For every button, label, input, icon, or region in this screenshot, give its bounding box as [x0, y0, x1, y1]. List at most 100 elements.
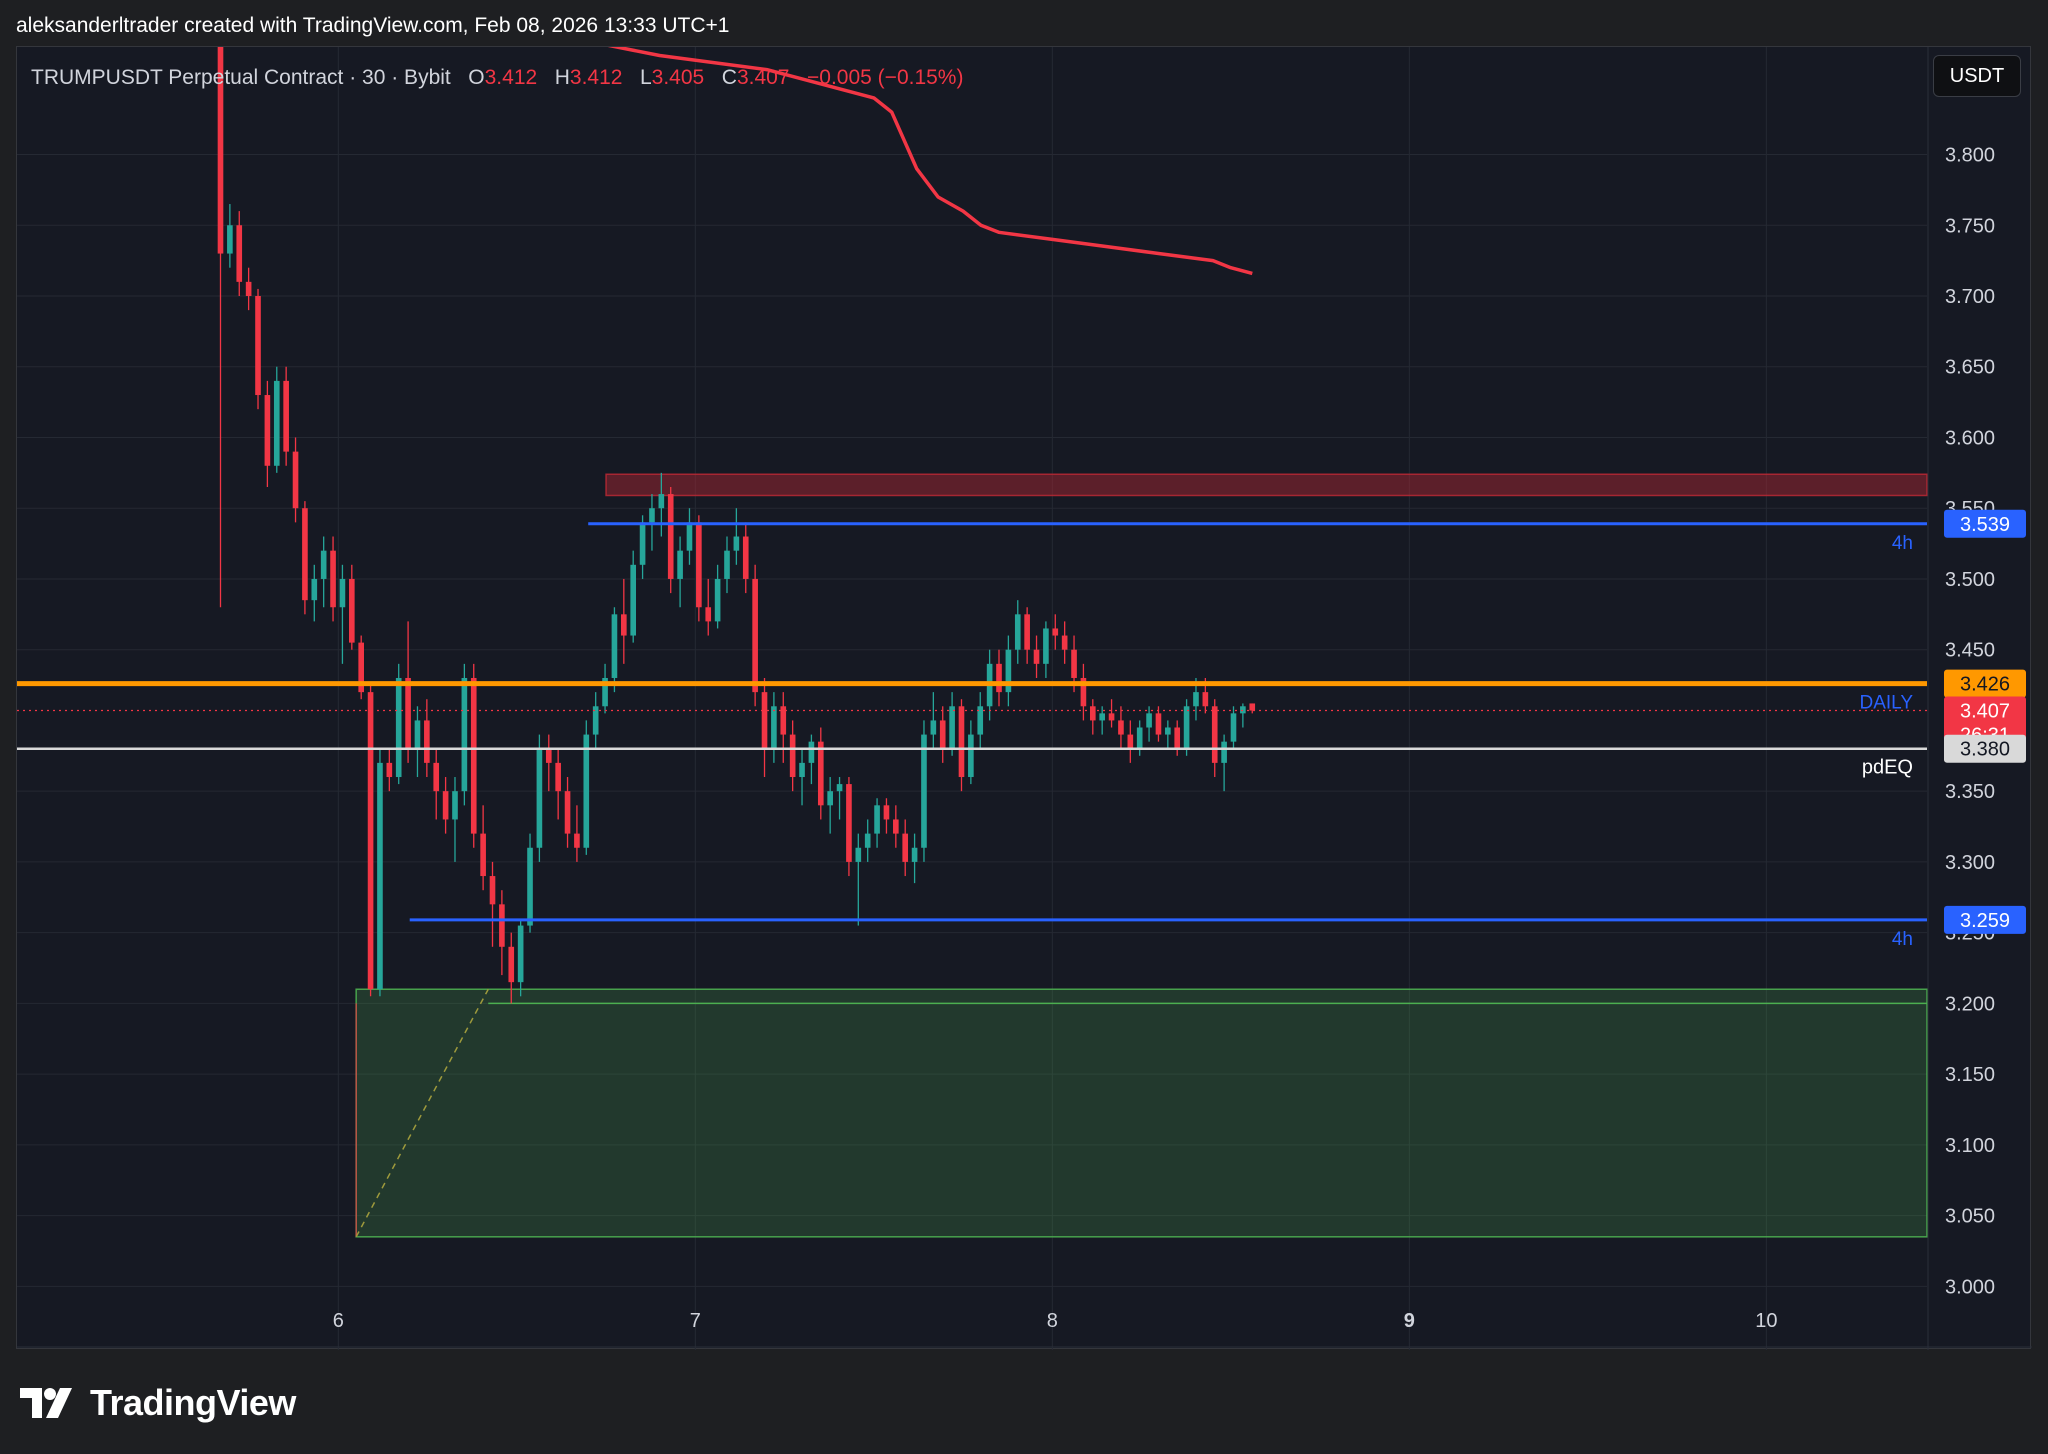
candle-body — [977, 706, 984, 735]
candle-body — [658, 494, 665, 509]
candle-body — [789, 734, 796, 778]
candle-body — [639, 522, 646, 565]
price-tick-label: 3.700 — [1945, 286, 1995, 308]
candle-body — [836, 784, 843, 792]
candle-body — [855, 847, 862, 862]
candle-body — [320, 550, 327, 579]
tradingview-logo-icon — [20, 1388, 72, 1418]
candle-body — [921, 734, 927, 848]
4h-upper-price-badge — [1944, 509, 2026, 538]
candle-body — [667, 494, 674, 579]
price-tick-label: 3.150 — [1945, 1064, 1995, 1086]
candle-body — [1071, 649, 1077, 678]
pdeq-price-badge — [1944, 734, 2026, 763]
candle-body — [517, 925, 524, 983]
candle-body — [1183, 706, 1190, 749]
candle-body — [761, 692, 768, 749]
candle-body — [1193, 692, 1199, 707]
currency-button[interactable]: USDT — [1933, 55, 2021, 97]
candle-body — [1136, 727, 1143, 749]
candle-body — [686, 522, 693, 551]
candle-body — [414, 720, 421, 749]
price-chart[interactable]: DAILY pdEQ 4h 4h 3.800 3.750 3.700 3.650 3.600 3.… — [17, 47, 2032, 1350]
chart-frame[interactable]: DAILY pdEQ 4h 4h 3.800 3.750 3.700 3.650 3.600 3.… — [16, 46, 2032, 1350]
candle-body — [592, 706, 599, 735]
candle-body — [1033, 649, 1040, 664]
candle-body — [574, 833, 580, 848]
candle-body — [1024, 614, 1030, 650]
candle-body — [442, 791, 449, 820]
candle-body — [827, 791, 833, 806]
candle-body — [742, 536, 749, 579]
candle-body — [1080, 677, 1087, 707]
candle-body — [1089, 706, 1096, 721]
daily-level-label: DAILY — [1859, 693, 1913, 714]
candle-body — [752, 578, 758, 693]
trendline-dashed — [355, 988, 489, 1238]
candle-body — [583, 734, 590, 848]
candle-body — [1043, 628, 1049, 664]
time-tick-label: 10 — [1755, 1310, 1777, 1332]
candle-body — [536, 748, 543, 848]
candle-body — [1202, 692, 1209, 707]
candle-body — [264, 395, 271, 466]
candle-body — [311, 578, 318, 601]
candle-body — [714, 578, 721, 622]
candle-body — [780, 706, 787, 735]
candle-body — [452, 791, 458, 820]
candle-body — [771, 706, 777, 749]
price-tick-label: 3.000 — [1945, 1276, 1995, 1298]
candle-body — [696, 522, 702, 608]
candle-body — [939, 720, 946, 749]
candle-body — [292, 451, 299, 509]
candle-body — [996, 663, 1002, 693]
candle-body — [1211, 706, 1218, 763]
candle-body — [968, 734, 974, 778]
candle-body — [255, 295, 261, 396]
candle-body — [1249, 703, 1256, 711]
pdeq-level-label: pdEQ — [1862, 757, 1913, 779]
candle-body — [930, 720, 937, 735]
candle-body — [1052, 628, 1059, 636]
candle-body — [893, 819, 899, 834]
price-tick-label: 3.050 — [1945, 1206, 1995, 1228]
candle-body — [883, 805, 890, 820]
candle-body — [1061, 635, 1068, 650]
last-price-badge-text: 3.407 — [1960, 701, 2010, 723]
candle-body — [864, 833, 871, 848]
time-tick-label: 8 — [1047, 1310, 1058, 1332]
candle-body — [489, 876, 496, 905]
time-tick-label: 9 — [1404, 1310, 1415, 1332]
candle-body — [377, 762, 383, 990]
candle-body — [330, 550, 336, 608]
candle-body — [1221, 741, 1227, 763]
candle-body — [733, 536, 740, 551]
candle-body — [386, 762, 393, 778]
4h-upper-price-badge-text: 3.539 — [1960, 514, 2010, 536]
candle-body — [1230, 713, 1237, 742]
4h-lower-price-badge — [1944, 905, 2026, 934]
candle-body — [874, 805, 880, 834]
candle-body — [677, 550, 683, 579]
price-tick-label: 3.650 — [1945, 357, 1995, 379]
candle-body — [1005, 649, 1012, 693]
time-tick-label: 7 — [690, 1310, 701, 1332]
candle-body — [555, 762, 561, 792]
candle-body — [217, 47, 224, 254]
price-tick-label: 3.200 — [1945, 993, 1995, 1015]
candle-body — [499, 904, 505, 947]
candle-body — [602, 677, 608, 707]
demand-zone — [355, 988, 1928, 1238]
moving-average-line — [607, 47, 1253, 276]
price-tick-label: 3.300 — [1945, 852, 1995, 874]
4h-lower-level-label: 4h — [1892, 929, 1913, 950]
price-tick-label: 3.350 — [1945, 781, 1995, 803]
candle-body — [949, 706, 955, 749]
candle-body — [348, 578, 355, 643]
candle-body — [1174, 727, 1181, 749]
candle-body — [611, 614, 618, 678]
candle-body — [705, 607, 712, 622]
candle-body — [649, 508, 655, 523]
candle-body — [724, 550, 730, 579]
candle-body — [273, 380, 280, 466]
